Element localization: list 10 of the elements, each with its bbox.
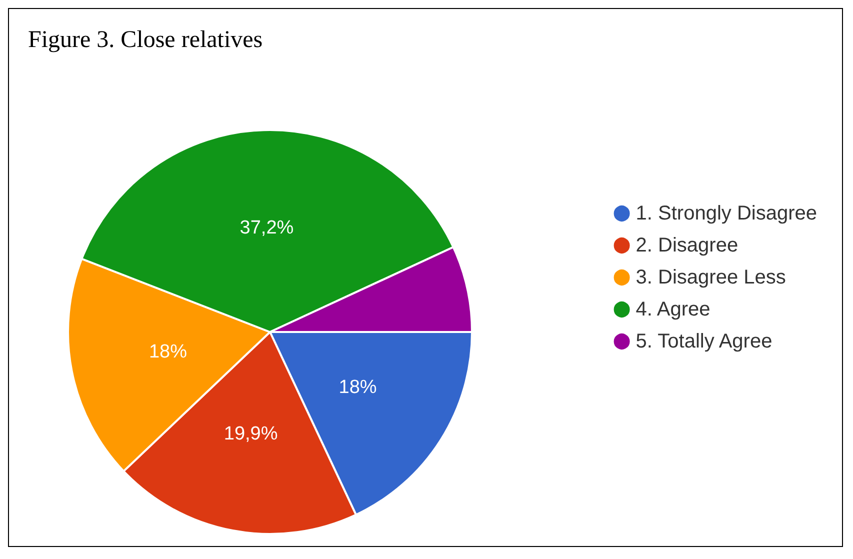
data-label: 18% [338,377,377,398]
legend-label: 5. Totally Agree [636,330,772,352]
legend-label: 1. Strongly Disagree [636,202,817,224]
legend-label: 4. Agree [636,298,710,320]
data-label: 19,9% [224,424,278,445]
data-label: 37,2% [240,218,294,239]
legend-label: 3. Disagree Less [636,266,786,288]
chart-title: Figure 3. Close relatives [28,27,263,53]
legend-label: 2. Disagree [636,234,738,256]
data-label: 18% [148,342,188,363]
